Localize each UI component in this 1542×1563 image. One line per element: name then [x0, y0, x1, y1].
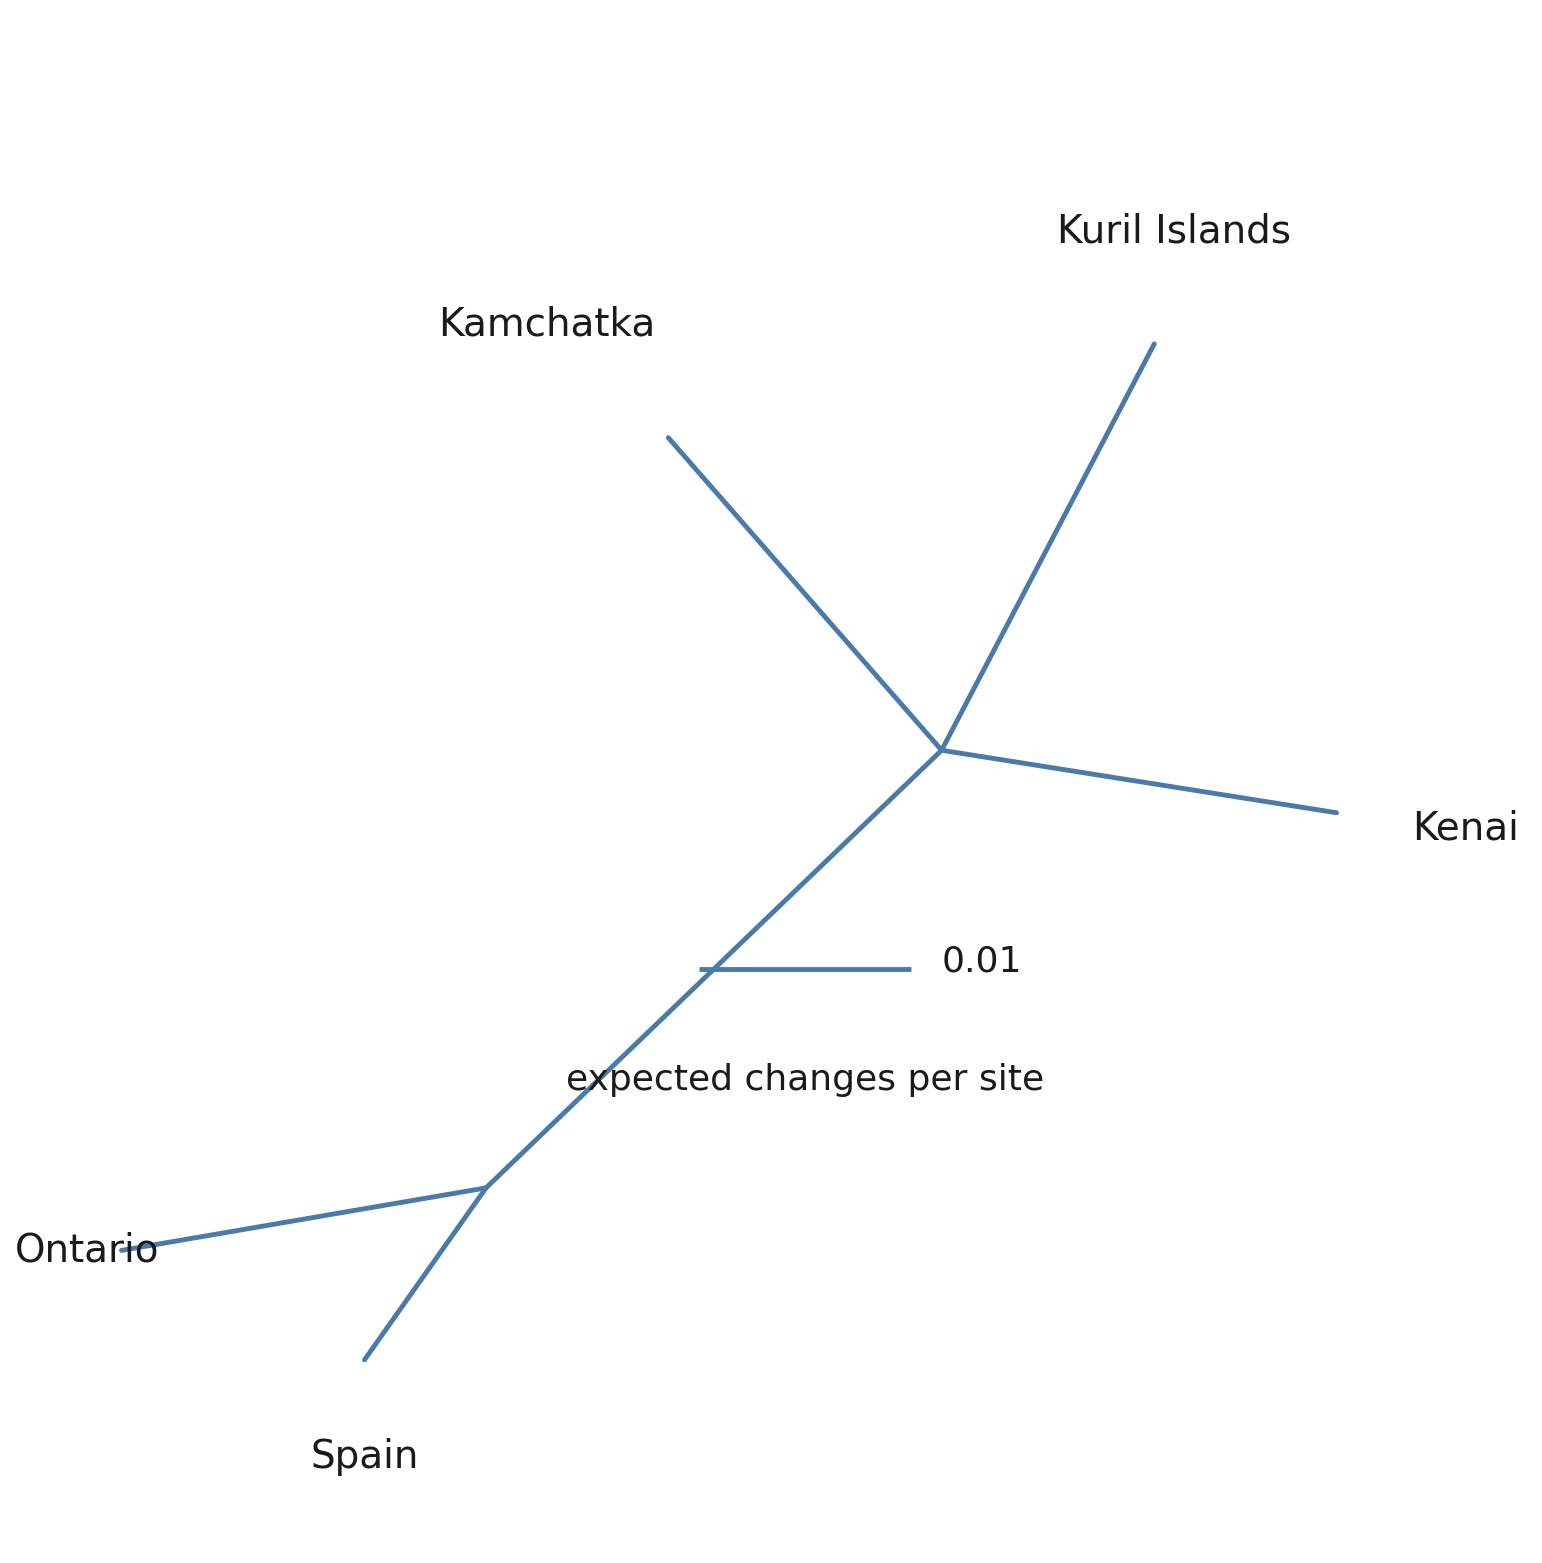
Text: 0.01: 0.01	[942, 944, 1022, 978]
Text: expected changes per site: expected changes per site	[566, 1063, 1044, 1097]
Text: Kuril Islands: Kuril Islands	[1056, 213, 1291, 250]
Text: Kamchatka: Kamchatka	[438, 306, 655, 344]
Text: Spain: Spain	[310, 1438, 419, 1475]
Text: Kenai: Kenai	[1412, 810, 1519, 847]
Text: Ontario: Ontario	[15, 1232, 160, 1269]
